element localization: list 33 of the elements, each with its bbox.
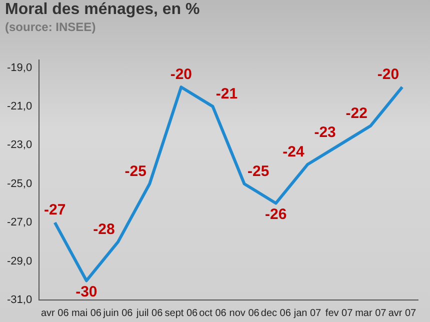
data-label: -20 bbox=[377, 66, 400, 84]
x-tick-label: juin 06 bbox=[102, 308, 134, 319]
x-tick-label: juil 06 bbox=[136, 308, 164, 319]
data-label: -21 bbox=[216, 85, 238, 102]
data-label: -24 bbox=[282, 144, 305, 161]
data-label: -25 bbox=[247, 162, 270, 180]
y-tick-label: -29,0 bbox=[6, 255, 32, 268]
y-tick-label: -25,0 bbox=[6, 178, 32, 190]
x-tick-label: sept 06 bbox=[164, 308, 198, 319]
y-tick-label: -19,0 bbox=[6, 62, 32, 74]
x-tick-label: avr 07 bbox=[388, 308, 417, 319]
x-tick-label: oct 06 bbox=[199, 308, 227, 319]
data-label: -30 bbox=[76, 284, 98, 301]
x-tick-label: nov 06 bbox=[229, 308, 260, 319]
chart-title: Moral des ménages, en % bbox=[5, 1, 200, 19]
data-label: -27 bbox=[44, 202, 66, 219]
x-tick-label: avr 06 bbox=[40, 308, 70, 319]
chart-subtitle: (source: INSEE) bbox=[5, 20, 96, 34]
y-tick-label: -27,0 bbox=[6, 216, 32, 229]
data-label: -20 bbox=[170, 66, 192, 84]
x-tick-label: dec 06 bbox=[260, 308, 292, 319]
data-label: -28 bbox=[93, 220, 115, 238]
data-label: -26 bbox=[265, 206, 287, 224]
y-tick-label: -31,0 bbox=[6, 294, 32, 306]
x-tick-label: fev 07 bbox=[325, 308, 354, 319]
x-tick-label: jan 07 bbox=[292, 308, 322, 319]
y-tick-label: -23,0 bbox=[6, 139, 32, 152]
data-label: -25 bbox=[124, 162, 146, 180]
data-label: -23 bbox=[314, 124, 336, 142]
x-tick-label: mar 07 bbox=[355, 308, 387, 319]
y-tick-label: -21,0 bbox=[6, 100, 32, 112]
x-tick-label: mai 06 bbox=[71, 308, 102, 319]
data-label: -22 bbox=[346, 104, 368, 122]
